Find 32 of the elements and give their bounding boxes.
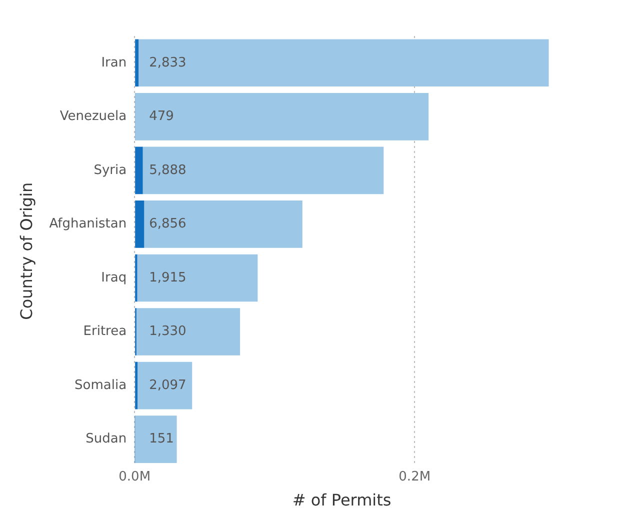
y-tick-label: Eritrea: [83, 324, 127, 340]
y-tick-label: Syria: [94, 162, 127, 178]
data-label: 2,833: [149, 55, 186, 70]
data-label: 151: [149, 432, 174, 447]
bar: [138, 39, 549, 87]
y-tick-label: Venezuela: [60, 109, 127, 124]
y-tick-label: Sudan: [86, 432, 127, 447]
data-label: 6,856: [149, 216, 186, 232]
bar: [135, 93, 429, 140]
data-label: 1,330: [149, 324, 186, 340]
data-label: 5,888: [149, 162, 186, 178]
y-tick-label: Afghanistan: [49, 216, 127, 232]
bar: [136, 308, 240, 356]
bar: [138, 362, 192, 410]
bar: [144, 200, 302, 248]
y-tick-label: Somalia: [74, 378, 127, 393]
bar: [135, 39, 139, 87]
data-label: 2,097: [149, 378, 186, 393]
data-label: 1,915: [149, 270, 186, 286]
bar: [142, 146, 384, 194]
x-tick-label: 0.0M: [118, 469, 151, 484]
bar: [135, 200, 144, 248]
data-label: 479: [149, 109, 174, 124]
bar: [134, 416, 177, 463]
y-tick-label: Iran: [101, 55, 127, 70]
y-tick-label: Iraq: [101, 270, 127, 286]
bar: [135, 362, 138, 410]
bar: [137, 254, 258, 302]
x-axis-title: # of Permits: [292, 490, 392, 510]
bar: [135, 146, 143, 194]
y-axis-title: Country of Origin: [16, 182, 36, 320]
x-tick-label: 0.2M: [398, 469, 431, 484]
